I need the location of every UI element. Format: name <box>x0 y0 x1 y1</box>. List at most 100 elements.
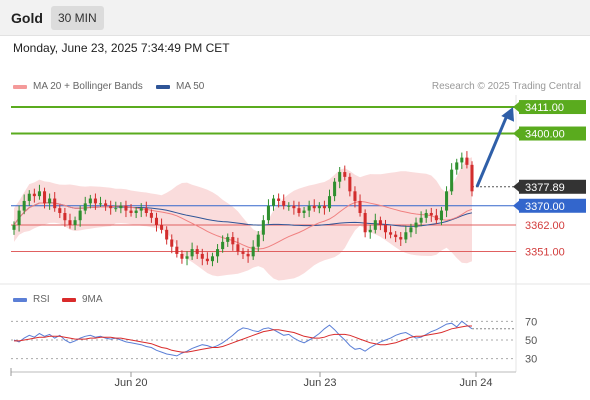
candle <box>378 216 382 231</box>
candle-body <box>439 210 443 221</box>
candle <box>32 188 36 203</box>
candle-body <box>78 210 82 221</box>
candle <box>358 194 362 217</box>
candle <box>48 193 52 210</box>
candle-body <box>353 191 357 201</box>
time-tick-label: Jun 24 <box>459 377 492 389</box>
candle <box>144 201 148 217</box>
price-label-text: 3411.00 <box>525 102 564 114</box>
candle-body <box>88 198 92 204</box>
candle-body <box>465 157 469 165</box>
candle <box>205 252 209 265</box>
price-label-3362-00: 3362.00 <box>525 220 565 232</box>
candle <box>450 163 454 195</box>
candle-body <box>394 234 398 238</box>
ma50-swatch <box>156 84 170 89</box>
candle-body <box>104 203 108 206</box>
candle <box>307 200 311 218</box>
candle-body <box>272 198 276 206</box>
rsi-ma-legend-label: 9MA <box>82 294 103 305</box>
candle-body <box>210 256 214 262</box>
candle-body <box>231 237 235 245</box>
price-label-pointer <box>513 128 519 139</box>
candle <box>470 161 474 197</box>
candle-body <box>236 244 240 252</box>
time-tick-label: Jun 23 <box>303 377 336 389</box>
candle-body <box>307 205 311 211</box>
rsi-swatch <box>13 297 27 302</box>
candle <box>98 196 103 207</box>
price-label-3370-00: 3370.00 <box>513 198 586 213</box>
candle <box>165 226 169 245</box>
candle-body <box>312 205 316 209</box>
candle <box>17 205 21 232</box>
candle <box>383 219 388 239</box>
candle-body <box>190 249 194 257</box>
candle-body <box>221 241 225 250</box>
candle-body <box>73 220 77 226</box>
candle-body <box>424 212 428 218</box>
candle-body <box>343 172 347 177</box>
candle <box>170 234 174 254</box>
candle-body <box>165 229 169 240</box>
candle <box>129 204 133 217</box>
candle-body <box>445 191 449 211</box>
candle <box>261 215 265 242</box>
candle-body <box>327 196 332 209</box>
candle-body <box>17 210 21 226</box>
candle-body <box>63 212 67 221</box>
timeframe-button[interactable]: 30 MIN <box>51 6 104 30</box>
candle <box>236 237 240 256</box>
candle-body <box>200 253 204 259</box>
candle <box>414 217 418 234</box>
candle-body <box>175 246 179 254</box>
price-label-text: 3400.00 <box>525 129 565 141</box>
candle-body <box>53 198 57 209</box>
candle <box>429 207 433 222</box>
candle <box>292 200 296 215</box>
legend-ma50: MA 50 <box>156 81 204 92</box>
candle-body <box>470 164 474 192</box>
candle <box>373 213 377 234</box>
candle-body <box>139 208 143 211</box>
candle-body <box>22 200 26 211</box>
candle-body <box>32 193 36 197</box>
candle <box>322 200 326 215</box>
price-label-text: 3351.00 <box>525 247 565 259</box>
candle-body <box>378 220 382 226</box>
candle-body <box>450 169 454 192</box>
candle <box>195 245 199 259</box>
candle-body <box>114 208 118 210</box>
candle-body <box>93 198 97 204</box>
candle <box>63 207 67 227</box>
candle <box>394 231 398 243</box>
candle <box>58 204 62 219</box>
candle <box>297 201 301 217</box>
candle <box>327 189 332 212</box>
candle <box>93 193 97 210</box>
price-label-text: 3362.00 <box>525 220 565 232</box>
candle-body <box>317 205 321 209</box>
candle <box>22 194 26 215</box>
candle <box>363 209 367 238</box>
candle <box>312 199 316 212</box>
candle-body <box>129 210 133 213</box>
candle-body <box>195 249 199 254</box>
candle-body <box>302 210 306 213</box>
candle-body <box>389 232 393 235</box>
candle <box>104 199 108 211</box>
candle-body <box>154 217 159 226</box>
ma20-swatch <box>13 84 27 89</box>
top-bar: Gold 30 MIN <box>0 0 590 36</box>
price-label-pointer <box>513 200 519 211</box>
candle <box>419 211 423 227</box>
candle-body <box>241 251 245 254</box>
price-label-3411-00: 3411.00 <box>513 100 586 115</box>
candle-body <box>368 229 372 233</box>
candle <box>256 231 260 252</box>
candle-body <box>48 198 52 204</box>
candle <box>353 186 357 208</box>
candle-body <box>43 191 47 204</box>
candle-body <box>226 237 230 242</box>
